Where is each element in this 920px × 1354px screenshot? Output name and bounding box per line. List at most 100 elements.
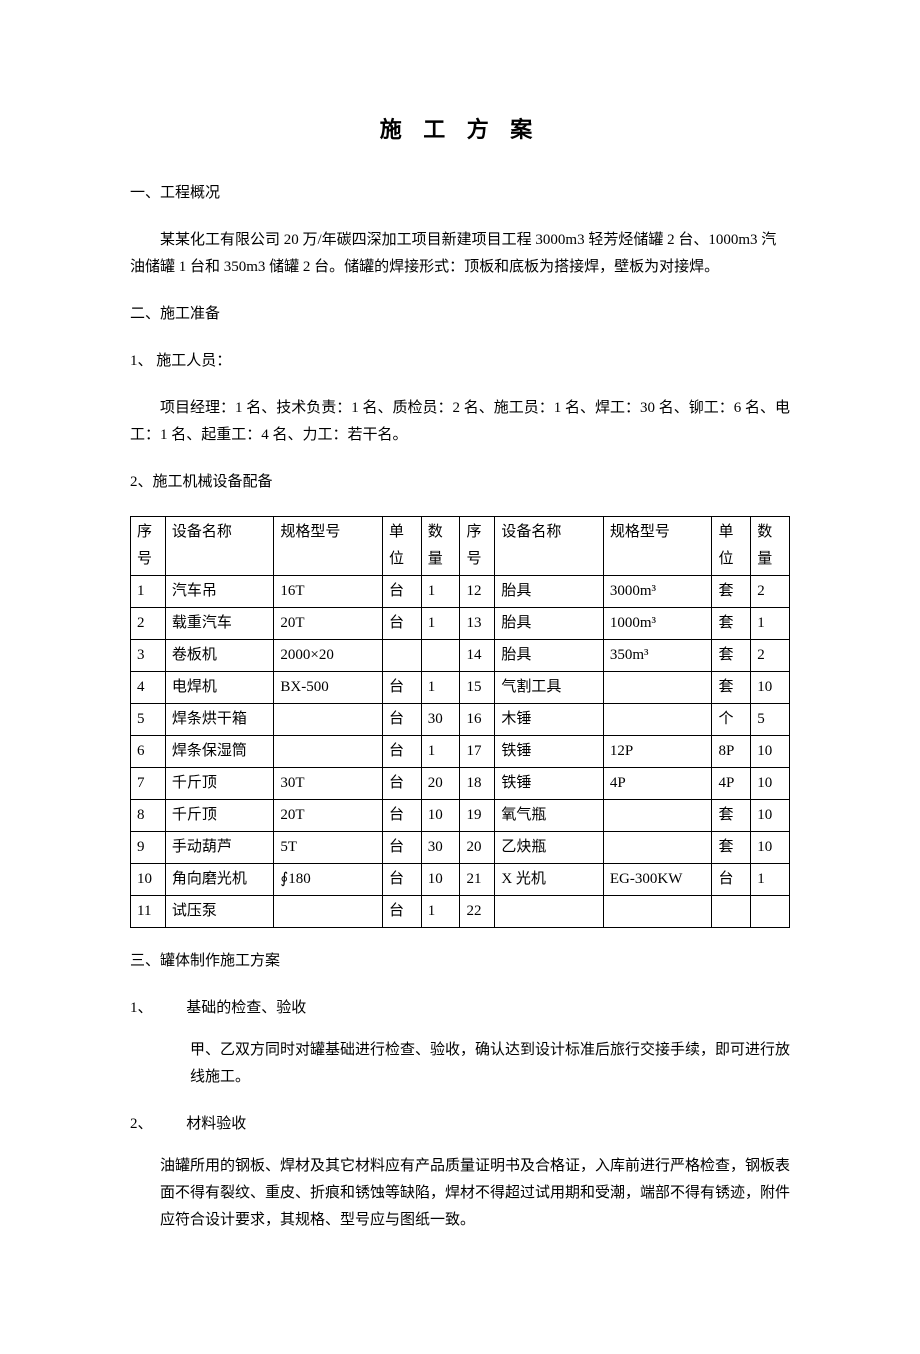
th-qty-1: 数量 (421, 516, 460, 575)
table-cell: 4P (603, 767, 712, 799)
table-row: 9手动葫芦5T台3020乙炔瓶套10 (131, 831, 790, 863)
table-cell (603, 895, 712, 927)
table-cell: 10 (751, 831, 790, 863)
table-cell: 1 (421, 895, 460, 927)
table-cell: 木锤 (495, 703, 604, 735)
table-cell: 14 (460, 639, 495, 671)
table-row: 10角向磨光机∮180台1021X 光机EG-300KW台1 (131, 863, 790, 895)
table-row: 1汽车吊16T台112胎具3000m³套2 (131, 575, 790, 607)
section-2-personnel: 项目经理：1 名、技术负责：1 名、质检员：2 名、施工员：1 名、焊工：30 … (130, 395, 790, 449)
table-cell: 20T (274, 607, 383, 639)
sub1-label: 基础的检查、验收 (186, 1000, 306, 1016)
table-cell: 30T (274, 767, 383, 799)
table-cell: 16 (460, 703, 495, 735)
table-cell: 胎具 (495, 575, 604, 607)
table-cell: 10 (751, 671, 790, 703)
table-cell: 15 (460, 671, 495, 703)
section-1-paragraph: 某某化工有限公司 20 万/年碳四深加工项目新建项目工程 3000m3 轻芳烃储… (130, 227, 790, 281)
table-row: 4电焊机BX-500台115气割工具套10 (131, 671, 790, 703)
section-1-heading: 一、工程概况 (130, 180, 790, 207)
table-row: 7千斤顶30T台2018铁锤4P4P10 (131, 767, 790, 799)
table-cell: 2 (751, 639, 790, 671)
table-cell: 20 (460, 831, 495, 863)
table-cell: 10 (751, 735, 790, 767)
th-name-1: 设备名称 (165, 516, 274, 575)
table-cell: 5T (274, 831, 383, 863)
section-2-sub2: 2、施工机械设备配备 (130, 469, 790, 496)
table-cell: 18 (460, 767, 495, 799)
table-cell: 3000m³ (603, 575, 712, 607)
table-cell: 1000m³ (603, 607, 712, 639)
table-cell (712, 895, 751, 927)
table-cell: 台 (382, 671, 421, 703)
th-unit-2: 单位 (712, 516, 751, 575)
table-cell: 12P (603, 735, 712, 767)
table-cell: 套 (712, 831, 751, 863)
table-cell: ∮180 (274, 863, 383, 895)
table-cell: 22 (460, 895, 495, 927)
table-row: 3卷板机2000×2014胎具350m³套2 (131, 639, 790, 671)
table-header-row: 序号 设备名称 规格型号 单位 数量 序号 设备名称 规格型号 单位 数量 (131, 516, 790, 575)
table-cell: 5 (131, 703, 166, 735)
table-cell: 20 (421, 767, 460, 799)
table-cell: 5 (751, 703, 790, 735)
table-cell: 试压泵 (165, 895, 274, 927)
table-cell: 12 (460, 575, 495, 607)
table-cell (382, 639, 421, 671)
table-cell: 铁锤 (495, 767, 604, 799)
table-cell (421, 639, 460, 671)
table-cell: 10 (131, 863, 166, 895)
table-cell: 电焊机 (165, 671, 274, 703)
table-row: 2载重汽车20T台113胎具1000m³套1 (131, 607, 790, 639)
table-cell: 10 (421, 799, 460, 831)
table-cell (603, 671, 712, 703)
section-3-sub1: 1、 基础的检查、验收 (130, 995, 790, 1022)
table-cell: 2000×20 (274, 639, 383, 671)
table-cell (274, 895, 383, 927)
table-row: 5焊条烘干箱台3016木锤个5 (131, 703, 790, 735)
table-cell: 9 (131, 831, 166, 863)
table-cell: 2 (751, 575, 790, 607)
th-unit-1: 单位 (382, 516, 421, 575)
table-cell: 套 (712, 799, 751, 831)
table-cell: 台 (382, 575, 421, 607)
table-cell: 台 (382, 607, 421, 639)
table-cell: 30 (421, 831, 460, 863)
table-cell: 台 (382, 895, 421, 927)
table-cell (274, 735, 383, 767)
sub1-num: 1、 (130, 995, 183, 1022)
table-cell: 16T (274, 575, 383, 607)
table-cell: 台 (382, 863, 421, 895)
table-cell: 6 (131, 735, 166, 767)
equipment-table: 序号 设备名称 规格型号 单位 数量 序号 设备名称 规格型号 单位 数量 1汽… (130, 516, 790, 928)
table-cell: 1 (421, 575, 460, 607)
table-cell: 胎具 (495, 607, 604, 639)
th-qty-2: 数量 (751, 516, 790, 575)
table-row: 6焊条保湿筒台117铁锤12P8P10 (131, 735, 790, 767)
table-cell: 台 (382, 767, 421, 799)
table-cell: 350m³ (603, 639, 712, 671)
table-cell: 2 (131, 607, 166, 639)
table-cell: 卷板机 (165, 639, 274, 671)
table-cell: EG-300KW (603, 863, 712, 895)
table-cell: 千斤顶 (165, 767, 274, 799)
table-cell: 1 (421, 671, 460, 703)
table-cell: 台 (382, 735, 421, 767)
table-cell: 台 (382, 799, 421, 831)
section-3-heading: 三、罐体制作施工方案 (130, 948, 790, 975)
sub2-num: 2、 (130, 1111, 183, 1138)
table-cell: 套 (712, 671, 751, 703)
table-cell: 焊条烘干箱 (165, 703, 274, 735)
table-cell: 10 (751, 767, 790, 799)
section-3-sub2: 2、 材料验收 (130, 1111, 790, 1138)
table-cell: 17 (460, 735, 495, 767)
table-cell (603, 799, 712, 831)
table-cell: 3 (131, 639, 166, 671)
table-cell: 10 (421, 863, 460, 895)
table-cell: 1 (751, 863, 790, 895)
table-cell: 1 (421, 607, 460, 639)
table-cell: 手动葫芦 (165, 831, 274, 863)
section-3-p1: 甲、乙双方同时对罐基础进行检查、验收，确认达到设计标准后旅行交接手续，即可进行放… (190, 1037, 790, 1091)
table-cell: 套 (712, 575, 751, 607)
table-cell (274, 703, 383, 735)
